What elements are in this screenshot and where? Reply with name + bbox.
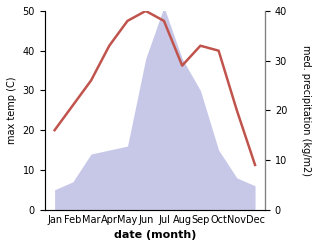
Y-axis label: max temp (C): max temp (C) — [7, 77, 17, 144]
Y-axis label: med. precipitation (kg/m2): med. precipitation (kg/m2) — [301, 45, 311, 176]
X-axis label: date (month): date (month) — [114, 230, 196, 240]
